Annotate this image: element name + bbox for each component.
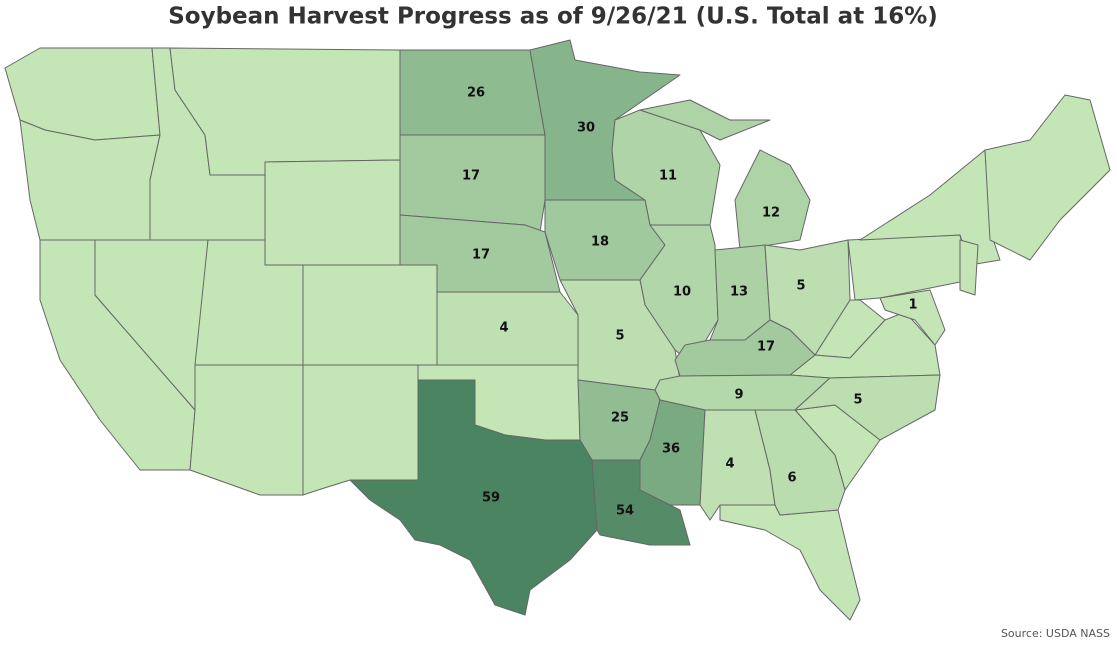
state-region bbox=[879, 289, 946, 346]
state-value: 18 bbox=[591, 235, 609, 250]
source: Source: USDA NASS bbox=[1001, 627, 1110, 640]
state-value: 10 bbox=[673, 285, 691, 300]
state-value: 6 bbox=[787, 471, 796, 486]
state-region bbox=[591, 459, 691, 546]
state bbox=[719, 504, 861, 621]
state-value: 30 bbox=[577, 121, 595, 136]
state-region bbox=[674, 319, 816, 377]
state-value: 5 bbox=[615, 329, 624, 344]
state-value: 11 bbox=[659, 169, 677, 184]
state-region bbox=[611, 109, 721, 226]
valued-states bbox=[349, 39, 946, 616]
state-value: 9 bbox=[734, 388, 743, 403]
state-region bbox=[754, 409, 846, 516]
state-value: 17 bbox=[462, 169, 480, 184]
state-region bbox=[794, 374, 941, 441]
state-value: 54 bbox=[616, 504, 634, 519]
state bbox=[847, 234, 971, 301]
state bbox=[189, 364, 304, 496]
base-states bbox=[4, 47, 1111, 621]
state bbox=[302, 364, 419, 496]
title: Soybean Harvest Progress as of 9/26/21 (… bbox=[168, 4, 938, 30]
state bbox=[302, 264, 438, 366]
state-value: 17 bbox=[757, 340, 775, 355]
state bbox=[959, 239, 979, 296]
state-value: 4 bbox=[499, 321, 508, 336]
state-value: 17 bbox=[472, 248, 490, 263]
state-value: 26 bbox=[467, 86, 485, 101]
state-value: 5 bbox=[853, 393, 862, 408]
state-value: 1 bbox=[908, 298, 917, 313]
state-value: 5 bbox=[796, 279, 805, 294]
state-region bbox=[349, 379, 598, 616]
state-value: 59 bbox=[482, 491, 500, 506]
state-value: 13 bbox=[730, 285, 748, 300]
state-value: 12 bbox=[762, 206, 780, 221]
state-value: 25 bbox=[611, 411, 629, 426]
state-value: 4 bbox=[725, 457, 734, 472]
state-value: 36 bbox=[662, 442, 680, 457]
state bbox=[984, 94, 1111, 261]
state bbox=[264, 159, 401, 266]
